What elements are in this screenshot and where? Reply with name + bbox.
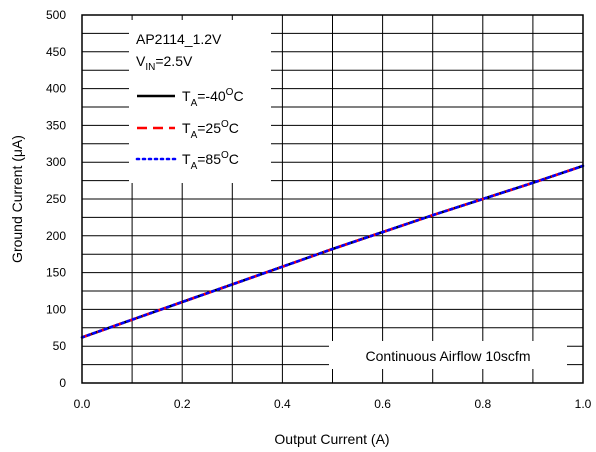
y-tick-label: 250 xyxy=(46,192,66,206)
annotation-text: Continuous Airflow 10scfm xyxy=(366,348,531,364)
x-tick-label: 0.6 xyxy=(374,397,391,411)
airflow-annotation: Continuous Airflow 10scfm xyxy=(329,341,567,369)
x-axis-label: Output Current (A) xyxy=(274,431,389,447)
legend-header-device: AP2114_1.2V xyxy=(136,31,222,47)
y-tick-label: 400 xyxy=(46,82,66,96)
y-tick-label: 300 xyxy=(46,155,66,169)
x-tick-label: 0.2 xyxy=(174,397,191,411)
y-tick-label: 350 xyxy=(46,118,66,132)
y-tick-label: 500 xyxy=(46,8,66,22)
y-tick-label: 450 xyxy=(46,45,66,59)
y-tick-label: 0 xyxy=(59,376,66,390)
y-axis-label: Ground Current (μA) xyxy=(9,135,25,263)
x-tick-label: 0.0 xyxy=(74,397,91,411)
x-tick-label: 0.4 xyxy=(274,397,291,411)
x-tick-label: 1.0 xyxy=(575,397,592,411)
x-tick-label: 0.8 xyxy=(474,397,491,411)
y-tick-label: 100 xyxy=(46,302,66,316)
y-tick-label: 150 xyxy=(46,266,66,280)
legend: AP2114_1.2V VIN=2.5V TA=-40OCTA=25OCTA=8… xyxy=(129,20,271,183)
y-tick-label: 200 xyxy=(46,229,66,243)
y-tick-label: 50 xyxy=(53,339,67,353)
